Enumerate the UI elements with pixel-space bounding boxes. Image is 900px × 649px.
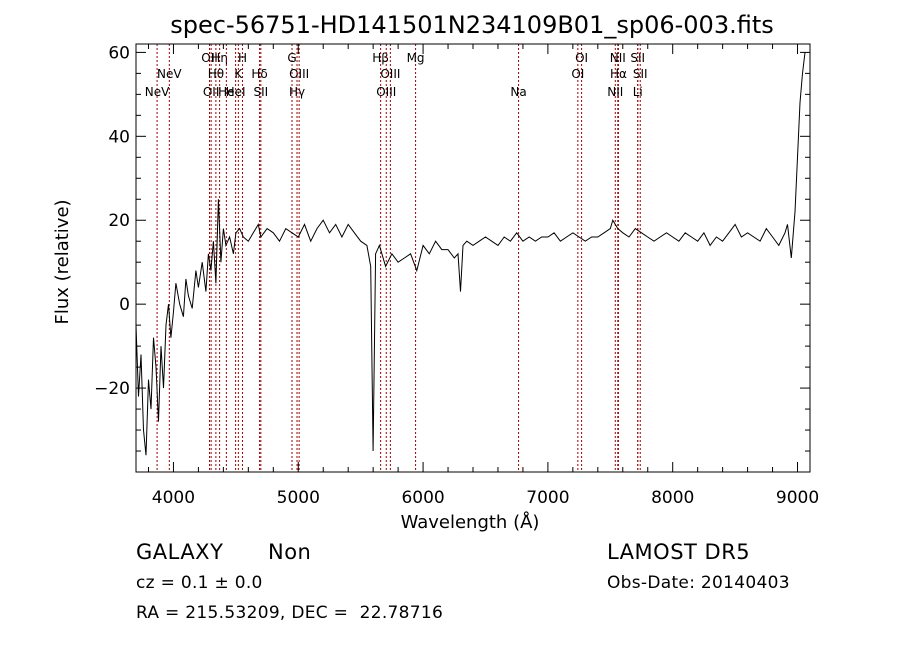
x-tick-label: 9000 — [776, 488, 819, 508]
marker-label: Hα — [610, 67, 627, 81]
marker-label: OI — [575, 51, 588, 65]
x-tick-label: 5000 — [277, 488, 320, 508]
y-tick-label: 20 — [108, 211, 130, 231]
marker-label: SII — [253, 85, 268, 99]
marker-label: NII — [607, 85, 623, 99]
x-tick-label: 6000 — [401, 488, 444, 508]
marker-label: He — [218, 85, 234, 99]
marker-label: OIII — [289, 67, 309, 81]
marker-label: Hδ — [251, 67, 267, 81]
marker-label: OII — [201, 51, 218, 65]
marker-label: OI — [571, 67, 584, 81]
plot-frame — [135, 43, 811, 473]
marker-label: Na — [510, 85, 526, 99]
y-tick-label: 40 — [108, 127, 130, 147]
chart-title: spec-56751-HD141501N234109B01_sp06-003.f… — [170, 11, 774, 39]
marker-label: Hγ — [289, 85, 305, 99]
marker-label: OIII — [380, 67, 400, 81]
marker-label: Hβ — [372, 51, 389, 65]
marker-label: HeI — [226, 85, 246, 99]
y-axis-ticks: −20 0 20 40 60 — [94, 43, 810, 452]
y-tick-label: 60 — [108, 43, 130, 63]
marker-label: Mg — [407, 51, 425, 65]
object-class: GALAXY — [136, 540, 224, 564]
survey-name: LAMOST DR5 — [607, 540, 751, 564]
marker-label: Li — [633, 85, 643, 99]
marker-label: NeV — [157, 67, 182, 81]
marker-label: H — [238, 51, 247, 65]
marker-label: Hη — [211, 51, 228, 65]
y-tick-label: −20 — [94, 379, 130, 399]
marker-label: K — [234, 67, 243, 81]
marker-label: SII — [633, 67, 648, 81]
ra-dec-coordinates: RA = 215.53209, DEC = 22.78716 — [136, 603, 444, 623]
marker-label: Hθ — [208, 67, 224, 81]
x-axis-label: Wavelength (Å) — [401, 511, 540, 533]
observation-date: Obs-Date: 20140403 — [607, 573, 790, 593]
x-tick-label: 8000 — [651, 488, 694, 508]
marker-label: OII — [203, 85, 220, 99]
marker-label: NeV — [145, 85, 170, 99]
x-tick-label: 7000 — [526, 488, 569, 508]
spectrum-line — [135, 52, 806, 456]
y-axis-label: Flux (relative) — [52, 199, 73, 324]
marker-label: G — [287, 51, 296, 65]
y-tick-label: 0 — [119, 295, 130, 315]
marker-label: OIII — [376, 85, 396, 99]
object-subclass: Non — [268, 540, 312, 564]
redshift-cz: cz = 0.1 ± 0.0 — [136, 573, 263, 593]
x-tick-label: 4000 — [152, 488, 195, 508]
x-axis-ticks: 4000 5000 6000 7000 8000 9000 — [147, 44, 819, 508]
marker-label: NII — [610, 51, 626, 65]
